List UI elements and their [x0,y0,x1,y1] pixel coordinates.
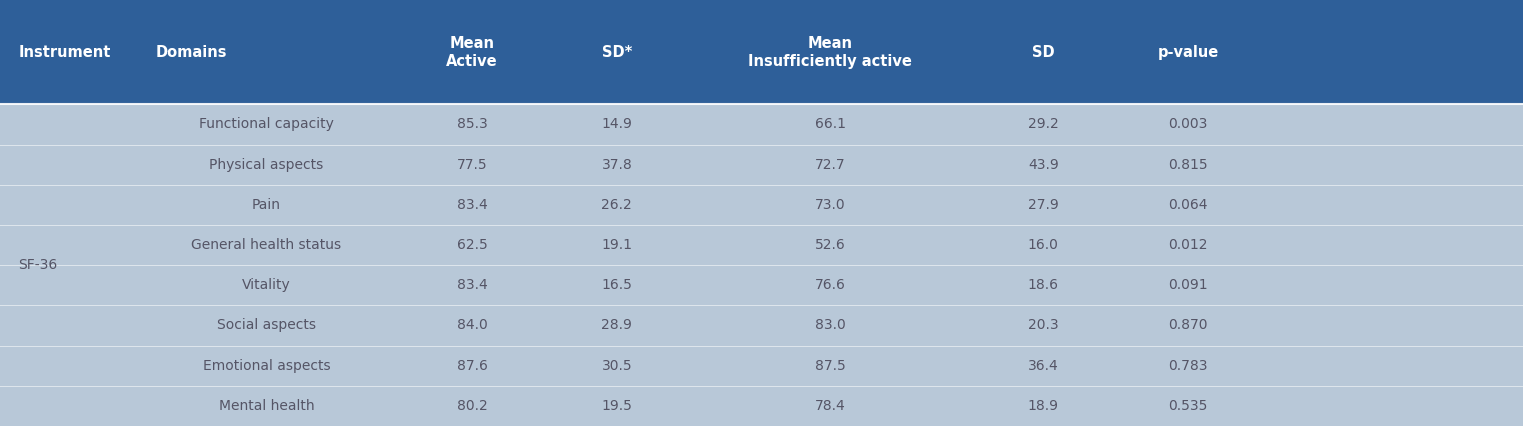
Text: 85.3: 85.3 [457,118,487,132]
Text: 0.783: 0.783 [1168,359,1208,373]
Text: 0.535: 0.535 [1168,399,1208,413]
Text: 18.6: 18.6 [1028,278,1058,292]
Text: 0.064: 0.064 [1168,198,1208,212]
Text: 20.3: 20.3 [1028,319,1058,332]
Text: 16.0: 16.0 [1028,238,1058,252]
Text: Mean
Active: Mean Active [446,36,498,69]
Text: 77.5: 77.5 [457,158,487,172]
Text: Social aspects: Social aspects [216,319,317,332]
Text: Functional capacity: Functional capacity [200,118,334,132]
Text: 62.5: 62.5 [457,238,487,252]
Text: SD*: SD* [602,45,632,60]
Text: 80.2: 80.2 [457,399,487,413]
Text: 26.2: 26.2 [602,198,632,212]
Text: 29.2: 29.2 [1028,118,1058,132]
Text: Emotional aspects: Emotional aspects [203,359,330,373]
Text: 30.5: 30.5 [602,359,632,373]
Text: 83.4: 83.4 [457,278,487,292]
Text: 83.4: 83.4 [457,198,487,212]
Text: 73.0: 73.0 [815,198,845,212]
Bar [0,0,1523,104]
Text: Mental health: Mental health [219,399,314,413]
Text: 36.4: 36.4 [1028,359,1058,373]
Text: 76.6: 76.6 [815,278,845,292]
Text: 72.7: 72.7 [815,158,845,172]
Text: SD: SD [1033,45,1054,60]
Text: 52.6: 52.6 [815,238,845,252]
Text: 87.5: 87.5 [815,359,845,373]
Bar [0,104,1523,426]
Text: 0.815: 0.815 [1168,158,1208,172]
Text: General health status: General health status [192,238,341,252]
Text: 0.003: 0.003 [1168,118,1208,132]
Text: Pain: Pain [251,198,282,212]
Text: 19.5: 19.5 [602,399,632,413]
Text: 28.9: 28.9 [602,319,632,332]
Text: 43.9: 43.9 [1028,158,1058,172]
Text: 87.6: 87.6 [457,359,487,373]
Text: p-value: p-value [1157,45,1218,60]
Text: 16.5: 16.5 [602,278,632,292]
Text: 66.1: 66.1 [815,118,845,132]
Text: Mean
Insufficiently active: Mean Insufficiently active [748,36,912,69]
Text: Instrument: Instrument [18,45,111,60]
Text: 37.8: 37.8 [602,158,632,172]
Text: Physical aspects: Physical aspects [209,158,324,172]
Text: 0.870: 0.870 [1168,319,1208,332]
Text: 27.9: 27.9 [1028,198,1058,212]
Text: Vitality: Vitality [242,278,291,292]
Text: 0.012: 0.012 [1168,238,1208,252]
Text: 18.9: 18.9 [1028,399,1058,413]
Text: 14.9: 14.9 [602,118,632,132]
Text: SF-36: SF-36 [18,258,58,272]
Text: 78.4: 78.4 [815,399,845,413]
Text: Domains: Domains [155,45,227,60]
Text: 19.1: 19.1 [602,238,632,252]
Text: 83.0: 83.0 [815,319,845,332]
Text: 0.091: 0.091 [1168,278,1208,292]
Text: 84.0: 84.0 [457,319,487,332]
